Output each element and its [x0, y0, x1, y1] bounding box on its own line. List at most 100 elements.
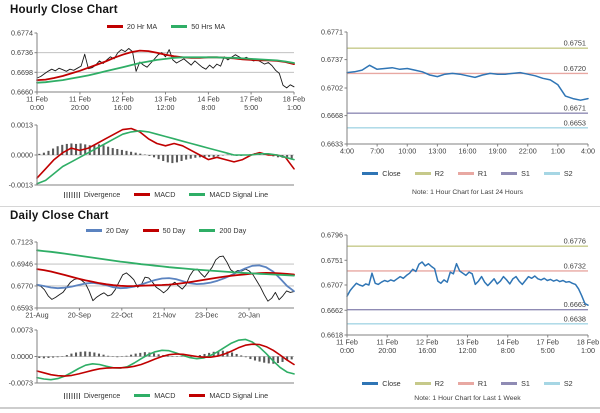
- divergence-bar: [130, 151, 133, 155]
- pivot-24h-chart: 0.6751 0.6720 0.6671 0.6653 0.6771 0.6737 0.67…: [321, 28, 595, 156]
- divergence-bar: [157, 354, 160, 357]
- divergence-bar: [130, 354, 133, 357]
- pivot-line-label: 0.6653: [564, 118, 586, 127]
- divergence-bar: [281, 356, 284, 362]
- divergence-bar: [107, 355, 110, 357]
- divergence-bar: [208, 352, 211, 357]
- divergence-bar: [47, 150, 50, 155]
- line-swatch-icon: [142, 229, 159, 232]
- x-axis-tick: 16:00: [418, 346, 436, 355]
- y-axis-tick: 0.6633: [321, 140, 343, 149]
- divergence-bar: [79, 143, 82, 155]
- hourly-ma-legend: 20 Hr MA 50 Hrs MA: [37, 22, 295, 31]
- bars-swatch-icon: [63, 392, 80, 399]
- divergence-bar: [276, 356, 279, 364]
- divergence-bar: [38, 153, 41, 155]
- x-axis-tick: 1:00: [551, 147, 565, 156]
- y-axis-tick: 0.6737: [321, 55, 343, 64]
- pivot-24h-note: Note: 1 Hour Chart for Last 24 Hours: [411, 189, 524, 196]
- legend-label: R1: [477, 169, 488, 178]
- divergence-bar: [290, 356, 293, 360]
- x-axis-tick: 4:00: [340, 147, 354, 156]
- x-axis-tick: 7:00: [370, 147, 384, 156]
- pivot-line-label: 0.6776: [564, 237, 586, 246]
- line-swatch-icon: [199, 229, 216, 232]
- y-axis-tick: -0.0073: [9, 379, 33, 388]
- legend-item: 20 Hr MA: [106, 22, 158, 31]
- x-axis-tick: 8:00: [501, 346, 515, 355]
- divergence-bar: [61, 144, 64, 155]
- hourly-macd-legend: Divergence MACD MACD Signal Line: [37, 190, 295, 199]
- x-axis-tick: 21-Aug: [25, 311, 48, 320]
- series-macd-signal: [36, 343, 295, 377]
- x-axis-tick: 18 Feb: [283, 95, 305, 104]
- divergence-bar: [208, 155, 211, 157]
- legend-label: MACD Signal Line: [209, 190, 269, 199]
- legend-item: Divergence: [63, 391, 120, 400]
- divergence-bar: [263, 356, 266, 363]
- x-axis-tick: 17 Feb: [537, 338, 559, 347]
- line-swatch-icon: [134, 394, 151, 397]
- x-axis-tick: 22-Oct: [111, 311, 133, 320]
- divergence-bar: [52, 148, 55, 155]
- divergence-bar: [221, 350, 224, 357]
- x-axis-tick: 1:00: [287, 103, 301, 112]
- divergence-bar: [111, 148, 114, 155]
- line-swatch-icon: [171, 25, 188, 28]
- legend-item: 200 Day: [199, 226, 246, 235]
- line-swatch-icon: [543, 382, 560, 385]
- divergence-bar: [102, 354, 105, 357]
- divergence-bar: [189, 155, 192, 159]
- daily-section-title: Daily Close Chart: [10, 210, 109, 222]
- divergence-bar: [93, 352, 96, 357]
- line-swatch-icon: [543, 172, 560, 175]
- line-swatch-icon: [134, 193, 151, 196]
- divergence-bar: [134, 152, 137, 155]
- y-axis-tick: 0.7123: [11, 238, 33, 247]
- legend-item: S1: [501, 169, 530, 178]
- legend-label: 20 Hr MA: [126, 22, 158, 31]
- pivot-line-label: 0.6671: [564, 104, 586, 113]
- divergence-bar: [286, 356, 289, 361]
- divergence-bar: [139, 153, 142, 155]
- legend-label: 200 Day: [219, 226, 247, 235]
- divergence-bar: [231, 352, 234, 357]
- divergence-bar: [139, 352, 142, 357]
- legend-item: 50 Day: [142, 226, 185, 235]
- divergence-bar: [116, 149, 119, 155]
- divergence-bar: [143, 352, 146, 357]
- x-axis-tick: 10:00: [398, 147, 416, 156]
- bars-swatch-icon: [63, 191, 80, 198]
- x-axis-tick: 12:00: [157, 103, 175, 112]
- y-axis-tick: 0.6668: [321, 111, 343, 120]
- divergence-bar: [152, 155, 156, 158]
- y-axis-tick: 0.0013: [11, 121, 33, 130]
- divergence-bar: [65, 355, 68, 357]
- x-axis-tick: 13 Feb: [154, 95, 176, 104]
- divergence-bar: [217, 155, 220, 157]
- divergence-bar: [180, 155, 183, 161]
- legend-item: R2: [414, 379, 444, 388]
- divergence-bar: [244, 356, 247, 358]
- series-close-1wk: [346, 261, 589, 306]
- divergence-bar: [286, 155, 289, 159]
- x-axis-tick: 20-Sep: [68, 311, 91, 320]
- y-axis-tick: 0.0000: [11, 151, 33, 160]
- x-axis-tick: 12 Feb: [111, 95, 133, 104]
- legend-label: Close: [382, 169, 401, 178]
- divergence-bar: [107, 146, 110, 155]
- hourly-section-title: Hourly Close Chart: [10, 4, 118, 16]
- divergence-bar: [97, 144, 100, 155]
- x-axis-tick: 16:00: [459, 147, 477, 156]
- series-macd-signal: [36, 130, 295, 185]
- x-axis-tick: 12 Feb: [416, 338, 438, 347]
- divergence-bar: [235, 353, 238, 357]
- x-axis-tick: 23-Dec: [195, 311, 219, 320]
- y-axis-tick: 0.6698: [11, 68, 33, 77]
- divergence-bar: [125, 355, 128, 357]
- y-axis-tick: 0.6707: [321, 281, 343, 290]
- legend-label: MACD: [154, 190, 176, 199]
- x-axis-tick: 11 Feb: [336, 338, 358, 347]
